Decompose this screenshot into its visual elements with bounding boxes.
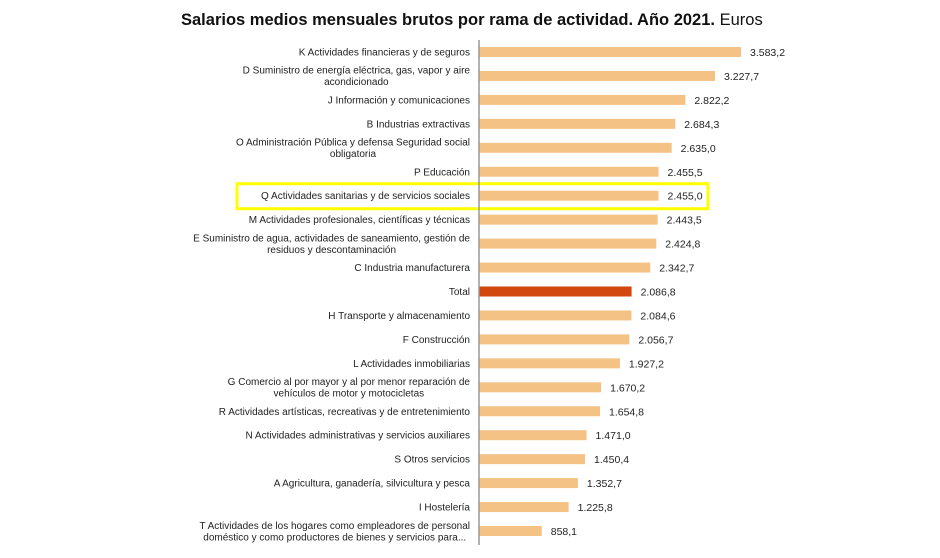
category-label: Total [449, 287, 470, 298]
category-label: A Agricultura, ganadería, silvicultura y… [274, 479, 471, 490]
category-label: I Hostelería [419, 503, 471, 514]
value-label: 3.583,2 [750, 47, 785, 59]
bar [479, 142, 672, 153]
category-label: J Información y comunicaciones [328, 95, 470, 106]
bar [479, 310, 632, 321]
bar [479, 238, 657, 249]
category-label: R Actividades artísticas, recreativas y … [219, 407, 471, 418]
value-label: 2.084,6 [640, 310, 675, 322]
value-label: 1.670,2 [610, 382, 645, 394]
category-label: K Actividades financieras y de seguros [299, 48, 470, 59]
bar [479, 382, 602, 393]
chart-title: Salarios medios mensuales brutos por ram… [181, 11, 763, 29]
value-label: 1.225,8 [578, 502, 613, 514]
category-label: S Otros servicios [394, 455, 470, 466]
value-label: 2.056,7 [638, 334, 673, 346]
category-label: O Administración Pública y defensa Segur… [236, 138, 470, 149]
value-label: 3.227,7 [724, 71, 759, 83]
value-label: 1.450,4 [594, 454, 629, 466]
value-label: 1.927,2 [629, 358, 664, 370]
bar [479, 70, 716, 81]
chart-unit: Euros [719, 11, 763, 29]
category-label: T Actividades de los hogares como emplea… [199, 521, 470, 532]
category-label: residuos y descontaminación [267, 245, 396, 256]
bar [479, 334, 630, 345]
category-label: obligatoria [330, 149, 377, 160]
value-label: 1.654,8 [609, 406, 644, 418]
category-label: F Construcción [403, 335, 470, 346]
bar [479, 430, 587, 441]
bar [479, 406, 600, 417]
category-label: L Actividades inmobiliarias [353, 359, 470, 370]
value-label: 2.443,5 [667, 215, 702, 227]
category-label: P Educación [414, 167, 470, 178]
bar [479, 454, 586, 465]
bar [479, 262, 651, 273]
value-label: 2.086,8 [641, 287, 676, 299]
category-label: Q Actividades sanitarias y de servicios … [261, 191, 470, 202]
category-label: acondicionado [324, 77, 389, 88]
category-label: G Comercio al por mayor y al por menor r… [228, 377, 471, 388]
value-label: 2.342,7 [659, 263, 694, 275]
category-label: vehículos de motor y motocicletas [274, 389, 425, 400]
bar [479, 190, 659, 201]
value-label: 1.352,7 [587, 478, 622, 490]
bar [479, 214, 658, 225]
category-label: D Suministro de energía eléctrica, gas, … [243, 66, 471, 77]
value-label: 2.455,0 [668, 191, 703, 203]
category-label: M Actividades profesionales, científicas… [249, 215, 470, 226]
value-label: 858,1 [551, 526, 577, 538]
value-label: 2.455,5 [668, 167, 703, 179]
category-label: E Suministro de agua, actividades de san… [193, 233, 470, 244]
bar [479, 478, 578, 489]
bar [479, 502, 569, 513]
category-label: N Actividades administrativas y servicio… [245, 431, 470, 442]
value-label: 2.684,3 [684, 119, 719, 131]
category-label: B Industrias extractivas [367, 119, 470, 130]
bar [479, 358, 620, 369]
bar [479, 166, 659, 177]
category-label: C Industria manufacturera [354, 263, 470, 274]
bar [479, 47, 741, 57]
category-label: doméstico y como productores de bienes y… [203, 532, 466, 543]
highlight-box [235, 182, 710, 211]
value-label: 2.822,2 [694, 95, 729, 107]
value-label: 2.635,0 [681, 143, 716, 155]
bar [479, 118, 676, 129]
category-label: H Transporte y almacenamiento [328, 311, 470, 322]
bar [479, 94, 686, 105]
bar [479, 526, 542, 536]
value-label: 2.424,8 [665, 239, 700, 251]
value-label: 1.471,0 [596, 430, 631, 442]
total-bar [479, 286, 632, 297]
